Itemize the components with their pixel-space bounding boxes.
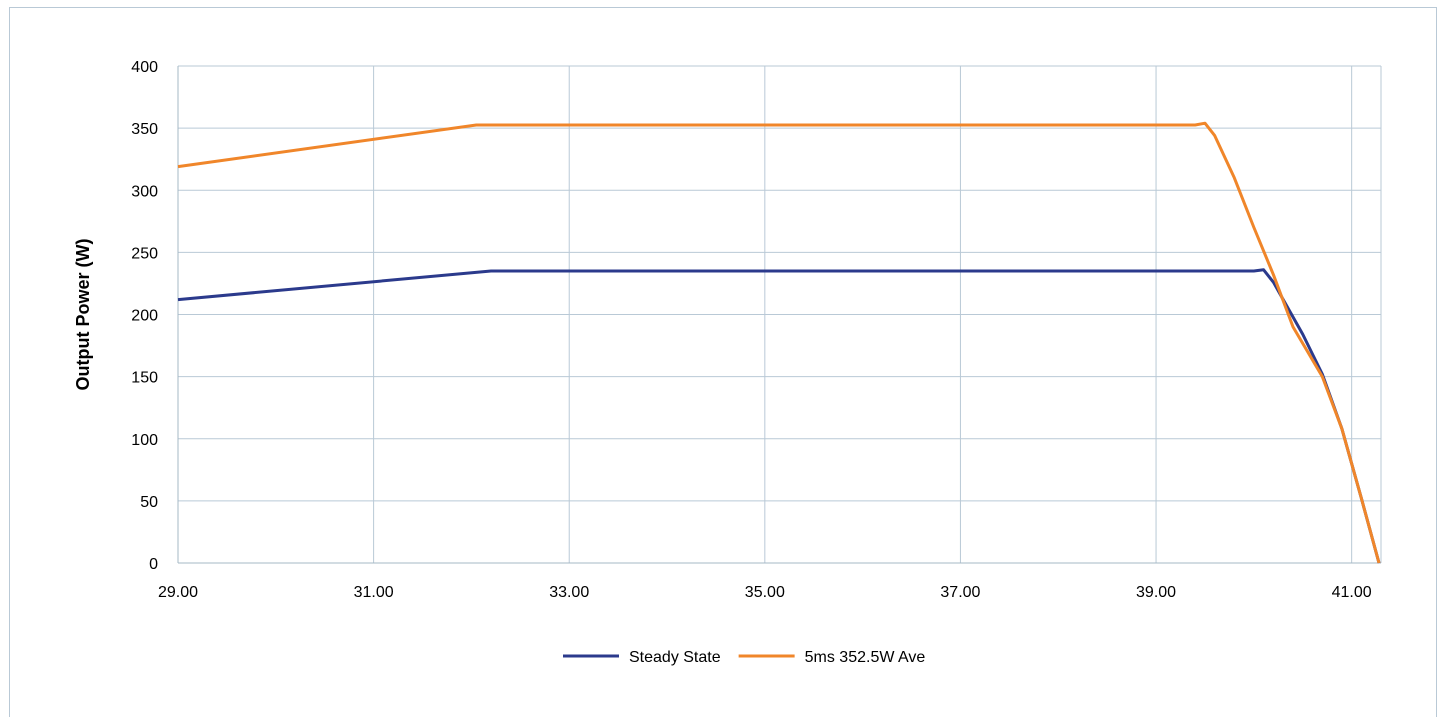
tick-labels: 0 50 100 150 200 250 300 350 400 29.00 31.00 33.00 3…: [131, 59, 1371, 601]
x-tick-label: 41.00: [1332, 584, 1372, 601]
y-tick-label: 250: [131, 245, 158, 262]
x-tick-label: 29.00: [158, 584, 198, 601]
chart-area: 0 50 100 150 200 250 300 350 400 29.00 31.00 33.00 3…: [9, 7, 1437, 717]
x-tick-label: 35.00: [745, 584, 785, 601]
series-line: [177, 121, 1381, 564]
y-tick-label: 50: [140, 494, 158, 511]
grid: [178, 65, 1382, 563]
line-chart: 0 50 100 150 200 250 300 350 400 29.00 31.00 33.00 3…: [73, 59, 1382, 666]
y-axis-title: Output Power (W): [73, 239, 93, 391]
x-tick-label: 31.00: [354, 584, 394, 601]
legend: Steady State 5ms 352.5W Ave: [563, 649, 925, 666]
y-tick-label: 200: [131, 308, 158, 325]
y-tick-label: 150: [131, 370, 158, 387]
x-tick-label: 37.00: [940, 584, 980, 601]
series-line: [177, 268, 1381, 564]
axes: [177, 66, 1381, 564]
x-tick-label: 39.00: [1136, 584, 1176, 601]
y-tick-label: 350: [131, 121, 158, 138]
y-tick-label: 0: [149, 556, 158, 573]
y-tick-label: 300: [131, 183, 158, 200]
y-tick-label: 100: [131, 432, 158, 449]
legend-label: 5ms 352.5W Ave: [805, 649, 926, 666]
y-tick-label: 400: [131, 59, 158, 76]
x-tick-label: 33.00: [549, 584, 589, 601]
series-lines: [177, 121, 1381, 564]
legend-label: Steady State: [629, 649, 721, 666]
